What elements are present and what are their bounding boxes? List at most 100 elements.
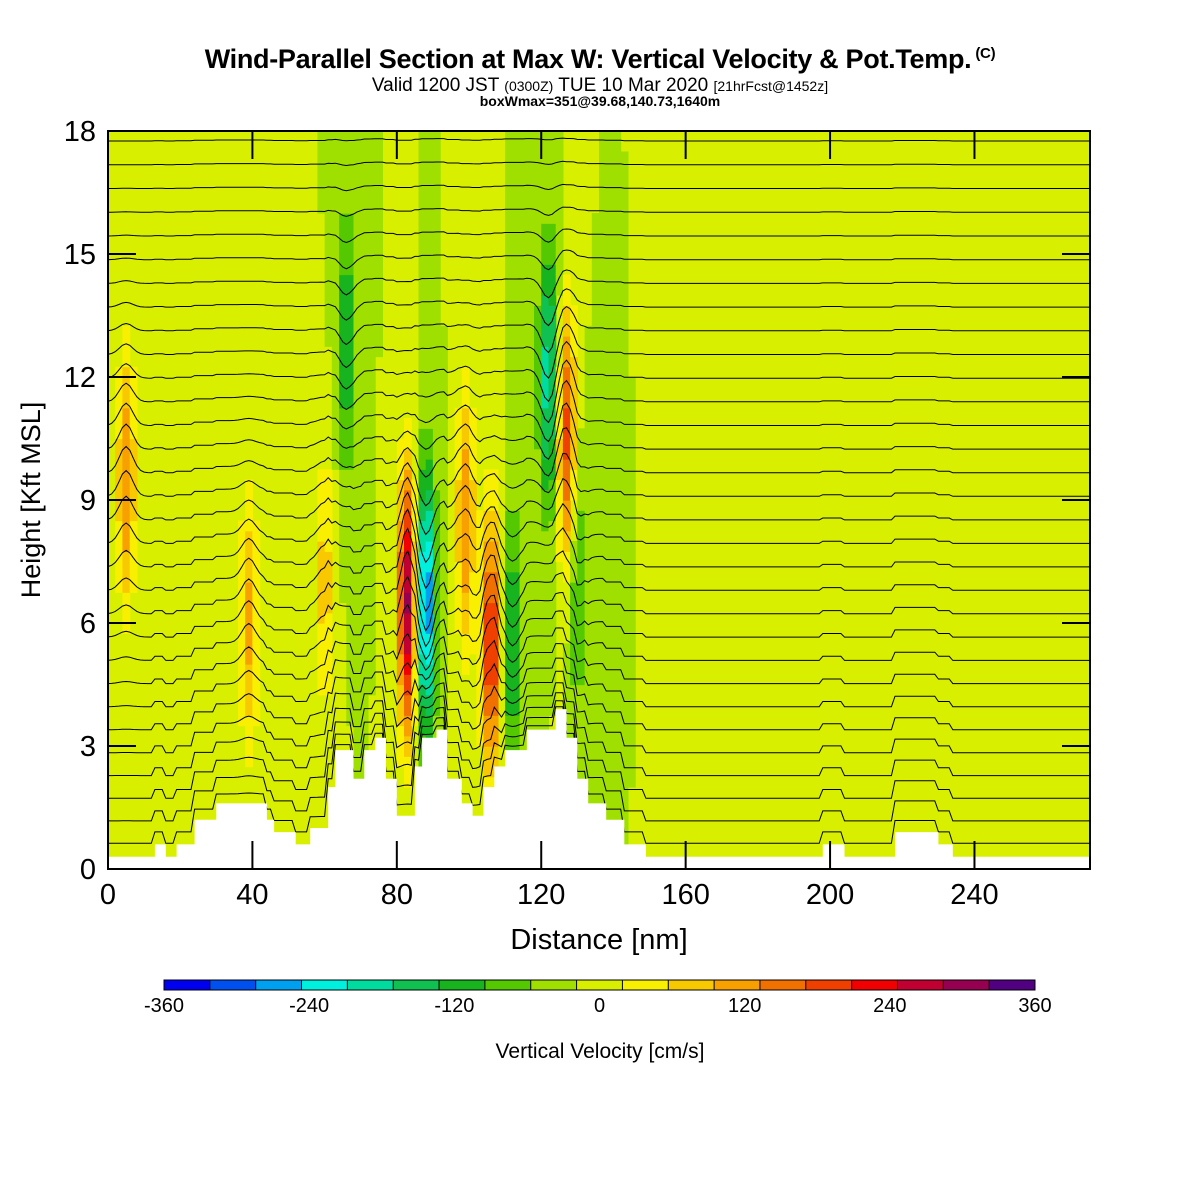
- w-cell: [331, 213, 340, 224]
- w-cell: [331, 356, 340, 368]
- w-cell: [591, 571, 600, 583]
- w-cell: [570, 387, 578, 399]
- w-cell: [425, 295, 434, 306]
- w-cell: [584, 336, 593, 347]
- colorbar-swatch: [439, 980, 486, 990]
- w-cell: [483, 653, 492, 665]
- w-cell: [425, 684, 434, 696]
- w-cell: [339, 438, 347, 450]
- w-cell: [620, 243, 629, 255]
- w-cell: [440, 428, 448, 440]
- w-cell: [512, 377, 521, 388]
- w-cell: [324, 643, 333, 655]
- w-cell: [367, 674, 376, 686]
- w-cell: [577, 715, 586, 727]
- w-cell: [245, 715, 254, 727]
- w-cell: [541, 448, 550, 460]
- w-cell: [353, 674, 362, 686]
- w-cell: [245, 725, 254, 737]
- w-cell: [555, 489, 564, 501]
- w-cell: [411, 715, 420, 727]
- colorbar-swatch: [851, 980, 898, 990]
- w-cell: [122, 346, 131, 358]
- w-cell: [367, 202, 376, 214]
- w-cell: [375, 325, 384, 337]
- w-cell: [606, 787, 615, 798]
- w-cell: [490, 479, 499, 491]
- w-cell: [570, 479, 578, 491]
- w-cell: [562, 479, 571, 491]
- w-cell: [396, 705, 405, 716]
- w-cell: [440, 582, 448, 593]
- w-cell: [440, 469, 448, 481]
- w-cell: [483, 684, 492, 696]
- w-cell: [599, 284, 607, 296]
- w-cell: [512, 346, 521, 358]
- w-cell: [346, 213, 355, 224]
- w-cell: [252, 643, 261, 655]
- w-cell: [490, 746, 499, 757]
- w-cell: [367, 612, 376, 624]
- w-cell: [440, 500, 448, 511]
- w-cell: [627, 633, 636, 645]
- w-cell: [375, 233, 384, 245]
- w-cell: [555, 377, 564, 388]
- w-cell: [599, 264, 607, 276]
- w-cell: [541, 141, 550, 153]
- w-cell: [317, 633, 326, 645]
- w-cell: [620, 787, 629, 798]
- w-cell: [367, 561, 376, 573]
- x-tick-label: 160: [661, 879, 709, 911]
- w-cell: [418, 274, 427, 286]
- w-cell: [238, 694, 246, 706]
- w-cell: [418, 264, 427, 276]
- w-cell: [418, 612, 427, 624]
- theta-contour: [108, 594, 1090, 661]
- w-cell: [339, 161, 347, 173]
- w-cell: [115, 377, 124, 388]
- w-cell: [425, 325, 434, 337]
- w-cell: [591, 510, 600, 522]
- w-cell: [512, 161, 521, 173]
- w-cell: [440, 541, 448, 552]
- w-cell: [519, 254, 528, 265]
- w-cell: [418, 571, 427, 583]
- w-cell: [591, 643, 600, 655]
- w-cell: [534, 643, 542, 655]
- w-cell: [613, 264, 622, 276]
- w-cell: [404, 520, 412, 532]
- theta-contour: [108, 402, 1090, 460]
- w-cell: [584, 407, 593, 419]
- y-tick-label: 6: [80, 608, 96, 640]
- w-cell: [620, 295, 629, 306]
- w-cell: [570, 643, 578, 655]
- w-cell: [591, 694, 600, 706]
- w-cell: [620, 735, 629, 747]
- w-cell: [360, 151, 369, 163]
- w-cell: [613, 428, 622, 440]
- terrain-mask: [108, 709, 1090, 869]
- w-cell: [331, 387, 340, 399]
- w-cell: [541, 182, 550, 194]
- w-cell: [425, 694, 434, 706]
- w-cell: [483, 602, 492, 614]
- w-cell: [324, 182, 333, 194]
- w-cell: [591, 500, 600, 511]
- w-cell: [324, 192, 333, 204]
- w-cell: [367, 520, 376, 532]
- w-cell: [620, 264, 629, 276]
- w-cell: [519, 192, 528, 204]
- w-cell: [440, 623, 448, 634]
- w-cell: [534, 213, 542, 224]
- w-cell: [599, 356, 607, 368]
- w-cell: [440, 653, 448, 665]
- w-cell: [238, 664, 246, 675]
- w-cell: [541, 633, 550, 645]
- w-cell: [541, 305, 550, 317]
- w-cell: [122, 336, 131, 347]
- w-cell: [440, 571, 448, 583]
- w-cell: [432, 561, 441, 573]
- w-cell: [129, 489, 138, 501]
- w-cell: [526, 582, 535, 593]
- w-cell: [418, 664, 427, 675]
